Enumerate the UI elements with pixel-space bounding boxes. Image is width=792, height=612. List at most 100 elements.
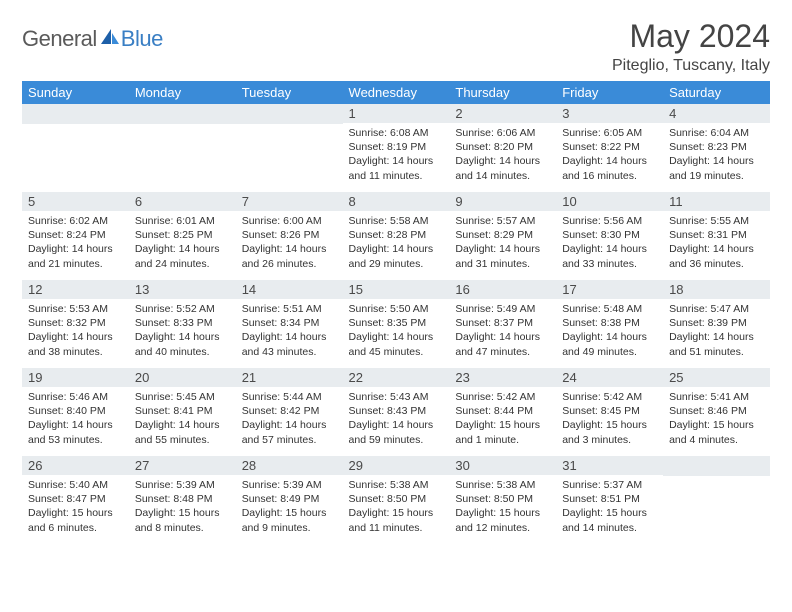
calendar-cell: 24Sunrise: 5:42 AMSunset: 8:45 PMDayligh… (556, 368, 663, 456)
day-number: 11 (663, 192, 770, 211)
sunset-line: Sunset: 8:50 PM (455, 492, 550, 506)
daylight-line: Daylight: 14 hours and 11 minutes. (349, 154, 444, 182)
sunrise-line: Sunrise: 5:58 AM (349, 214, 444, 228)
day-number: 9 (449, 192, 556, 211)
calendar-cell: 11Sunrise: 5:55 AMSunset: 8:31 PMDayligh… (663, 192, 770, 280)
sunset-line: Sunset: 8:22 PM (562, 140, 657, 154)
logo-text-general: General (22, 26, 97, 52)
sunrise-line: Sunrise: 5:40 AM (28, 478, 123, 492)
sunrise-line: Sunrise: 5:50 AM (349, 302, 444, 316)
daylight-line: Daylight: 14 hours and 21 minutes. (28, 242, 123, 270)
calendar-cell: 26Sunrise: 5:40 AMSunset: 8:47 PMDayligh… (22, 456, 129, 544)
sunset-line: Sunset: 8:41 PM (135, 404, 230, 418)
day-details: Sunrise: 6:05 AMSunset: 8:22 PMDaylight:… (556, 123, 663, 187)
sunrise-line: Sunrise: 6:01 AM (135, 214, 230, 228)
day-details: Sunrise: 5:49 AMSunset: 8:37 PMDaylight:… (449, 299, 556, 363)
sunset-line: Sunset: 8:23 PM (669, 140, 764, 154)
day-number: 21 (236, 368, 343, 387)
daylight-line: Daylight: 14 hours and 49 minutes. (562, 330, 657, 358)
daylight-line: Daylight: 15 hours and 3 minutes. (562, 418, 657, 446)
calendar-week-row: 12Sunrise: 5:53 AMSunset: 8:32 PMDayligh… (22, 280, 770, 368)
day-details: Sunrise: 6:06 AMSunset: 8:20 PMDaylight:… (449, 123, 556, 187)
sunrise-line: Sunrise: 5:43 AM (349, 390, 444, 404)
calendar-cell: 10Sunrise: 5:56 AMSunset: 8:30 PMDayligh… (556, 192, 663, 280)
day-number: 20 (129, 368, 236, 387)
weekday-header: Sunday (22, 81, 129, 104)
calendar-cell: 21 Sunrise: 5:44 AMSunset: 8:42 PMDayligh… (236, 368, 343, 456)
daylight-line: Daylight: 14 hours and 53 minutes. (28, 418, 123, 446)
calendar-cell: 4Sunrise: 6:04 AMSunset: 8:23 PMDaylight… (663, 104, 770, 192)
sunset-line: Sunset: 8:20 PM (455, 140, 550, 154)
day-number: 31 (556, 456, 663, 475)
day-details: Sunrise: 5:46 AMSunset: 8:40 PMDaylight:… (22, 387, 129, 451)
day-number-bar (236, 104, 343, 124)
sunrise-line: Sunrise: 6:05 AM (562, 126, 657, 140)
sunrise-line: Sunrise: 5:55 AM (669, 214, 764, 228)
logo-text-blue: Blue (121, 26, 163, 52)
day-details: Sunrise: 5:37 AMSunset: 8:51 PMDaylight:… (556, 475, 663, 539)
daylight-line: Daylight: 15 hours and 9 minutes. (242, 506, 337, 534)
calendar-cell: 2Sunrise: 6:06 AMSunset: 8:20 PMDaylight… (449, 104, 556, 192)
sunrise-line: Sunrise: 6:06 AM (455, 126, 550, 140)
calendar-cell: 28Sunrise: 5:39 AMSunset: 8:49 PMDayligh… (236, 456, 343, 544)
weekday-header: Thursday (449, 81, 556, 104)
sunrise-line: Sunrise: 5:45 AM (135, 390, 230, 404)
sunrise-line: Sunrise: 5:44 AM (242, 390, 337, 404)
weekday-header: Tuesday (236, 81, 343, 104)
sunrise-line: Sunrise: 5:39 AM (242, 478, 337, 492)
calendar-cell: 23Sunrise: 5:42 AMSunset: 8:44 PMDayligh… (449, 368, 556, 456)
sunset-line: Sunset: 8:48 PM (135, 492, 230, 506)
calendar-table: SundayMondayTuesdayWednesdayThursdayFrid… (22, 81, 770, 544)
daylight-line: Daylight: 14 hours and 29 minutes. (349, 242, 444, 270)
day-details: Sunrise: 5:47 AMSunset: 8:39 PMDaylight:… (663, 299, 770, 363)
weekday-header: Monday (129, 81, 236, 104)
day-details: Sunrise: 5:50 AMSunset: 8:35 PMDaylight:… (343, 299, 450, 363)
day-number: 7 (236, 192, 343, 211)
sunrise-line: Sunrise: 5:37 AM (562, 478, 657, 492)
sunset-line: Sunset: 8:34 PM (242, 316, 337, 330)
daylight-line: Daylight: 14 hours and 57 minutes. (242, 418, 337, 446)
day-number: 14 (236, 280, 343, 299)
sunset-line: Sunset: 8:49 PM (242, 492, 337, 506)
calendar-body: 1Sunrise: 6:08 AMSunset: 8:19 PMDaylight… (22, 104, 770, 544)
calendar-cell: 14Sunrise: 5:51 AMSunset: 8:34 PMDayligh… (236, 280, 343, 368)
calendar-cell: 22Sunrise: 5:43 AMSunset: 8:43 PMDayligh… (343, 368, 450, 456)
day-details: Sunrise: 5:40 AMSunset: 8:47 PMDaylight:… (22, 475, 129, 539)
sunrise-line: Sunrise: 5:39 AM (135, 478, 230, 492)
weekday-header: Wednesday (343, 81, 450, 104)
sunrise-line: Sunrise: 5:56 AM (562, 214, 657, 228)
sunset-line: Sunset: 8:25 PM (135, 228, 230, 242)
calendar-cell: 19Sunrise: 5:46 AMSunset: 8:40 PMDayligh… (22, 368, 129, 456)
sunset-line: Sunset: 8:32 PM (28, 316, 123, 330)
calendar-cell: 25Sunrise: 5:41 AMSunset: 8:46 PMDayligh… (663, 368, 770, 456)
calendar-week-row: 26Sunrise: 5:40 AMSunset: 8:47 PMDayligh… (22, 456, 770, 544)
daylight-line: Daylight: 14 hours and 33 minutes. (562, 242, 657, 270)
weekday-header: Saturday (663, 81, 770, 104)
day-number: 12 (22, 280, 129, 299)
daylight-line: Daylight: 14 hours and 55 minutes. (135, 418, 230, 446)
sunset-line: Sunset: 8:43 PM (349, 404, 444, 418)
sunrise-line: Sunrise: 5:57 AM (455, 214, 550, 228)
day-number-bar (663, 456, 770, 476)
day-number-bar (22, 104, 129, 124)
sunset-line: Sunset: 8:38 PM (562, 316, 657, 330)
day-number: 25 (663, 368, 770, 387)
sunset-line: Sunset: 8:42 PM (242, 404, 337, 418)
sunset-line: Sunset: 8:19 PM (349, 140, 444, 154)
calendar-cell: 30Sunrise: 5:38 AMSunset: 8:50 PMDayligh… (449, 456, 556, 544)
day-number: 8 (343, 192, 450, 211)
day-number: 23 (449, 368, 556, 387)
day-details: Sunrise: 6:02 AMSunset: 8:24 PMDaylight:… (22, 211, 129, 275)
day-number: 17 (556, 280, 663, 299)
sunrise-line: Sunrise: 5:42 AM (562, 390, 657, 404)
location: Piteglio, Tuscany, Italy (612, 57, 770, 75)
weekday-header: Friday (556, 81, 663, 104)
daylight-line: Daylight: 14 hours and 36 minutes. (669, 242, 764, 270)
logo: General Blue (22, 26, 163, 52)
sunrise-line: Sunrise: 5:42 AM (455, 390, 550, 404)
day-details: Sunrise: 6:01 AMSunset: 8:25 PMDaylight:… (129, 211, 236, 275)
day-details: Sunrise: 6:08 AMSunset: 8:19 PMDaylight:… (343, 123, 450, 187)
daylight-line: Daylight: 14 hours and 51 minutes. (669, 330, 764, 358)
calendar-cell: 16Sunrise: 5:49 AMSunset: 8:37 PMDayligh… (449, 280, 556, 368)
daylight-line: Daylight: 15 hours and 14 minutes. (562, 506, 657, 534)
